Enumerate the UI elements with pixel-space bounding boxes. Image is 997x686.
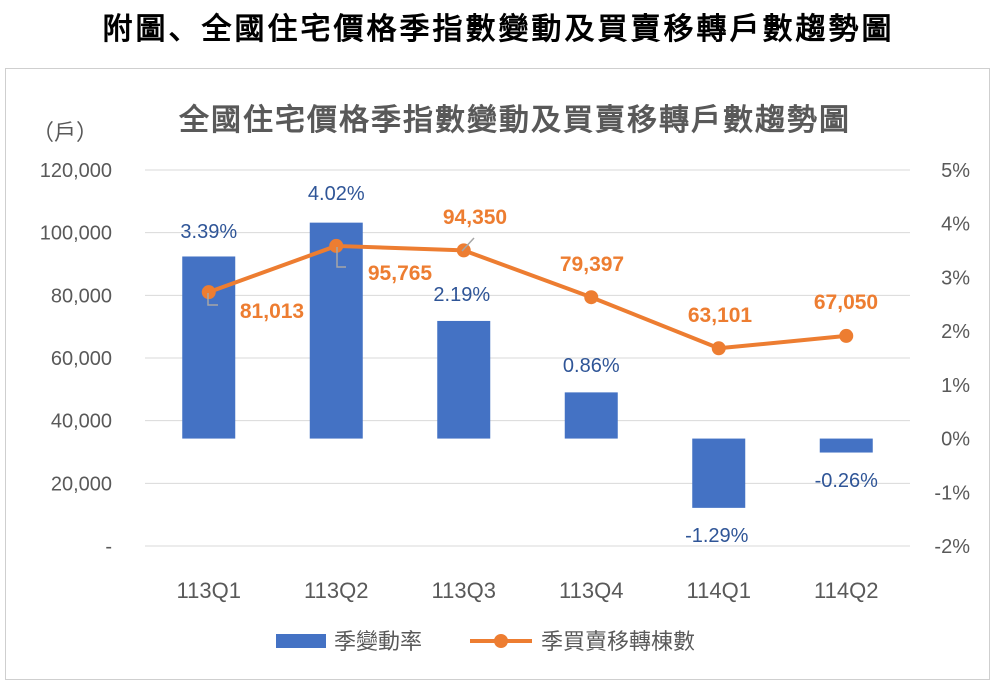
page-title: 附圖、全國住宅價格季指數變動及買賣移轉戶數趨勢圖 [102,12,895,47]
legend-label-bar: 季變動率 [334,629,422,654]
line-point [584,290,599,305]
line-point [839,328,854,343]
right-tick-label: -2% [934,536,970,558]
left-tick-label: - [105,536,112,558]
left-axis-unit-label: （戶） [32,120,98,145]
category-label: 114Q2 [814,578,878,603]
line-data-label: 81,013 [240,300,304,323]
bar-data-label: 2.19% [433,284,490,306]
category-label: 114Q1 [687,578,751,603]
category-label: 113Q3 [432,578,496,603]
chart-title: 全國住宅價格季指數變動及買賣移轉戶數趨勢圖 [178,103,851,137]
left-tick-label: 80,000 [51,285,112,307]
left-tick-label: 40,000 [51,411,112,433]
legend-label-line: 季買賣移轉棟數 [541,629,695,654]
right-tick-label: 3% [941,267,970,289]
left-tick-label: 100,000 [40,223,112,245]
legend-swatch-bar [276,634,326,648]
bar-data-label: 3.39% [180,221,237,243]
line-series-path [208,243,847,351]
line-point [329,238,344,253]
right-tick-label: -1% [934,482,970,504]
category-labels: 113Q1 113Q2 113Q3 113Q4 114Q1 114Q2 [177,578,879,603]
leader-line [207,293,218,306]
leader-line [336,247,346,268]
bar [819,438,873,453]
line-data-label: 67,050 [814,291,878,314]
category-label: 113Q2 [304,578,368,603]
leader-line [461,237,475,252]
line-point [711,341,726,356]
bar-data-label: -0.26% [815,470,879,492]
legend-swatch-marker [494,634,508,648]
line-data-label: 95,765 [368,262,433,285]
line-point [201,285,216,300]
category-label: 113Q4 [559,578,623,603]
right-tick-label: 2% [941,321,970,343]
left-tick-label: 20,000 [51,473,112,495]
line-data-label: 79,397 [560,253,624,276]
gridlines [145,169,910,547]
bar-data-label: 0.86% [563,355,620,377]
legend: 季變動率 季買賣移轉棟數 [276,629,695,654]
right-tick-label: 1% [941,375,970,397]
right-tick-label: 5% [941,160,970,182]
bar [437,320,491,439]
bar [692,438,746,508]
bar-data-labels: 3.39% 4.02% 2.19% 0.86% -1.29% -0.26% [180,183,878,547]
bar [564,392,618,439]
line-data-labels: 81,013 95,765 94,350 79,397 63,101 67,050 [207,206,878,327]
line-data-label: 94,350 [443,206,507,229]
line-series [201,238,854,356]
line-data-label: 63,101 [688,304,753,327]
left-axis-ticks: - 20,000 40,000 60,000 80,000 100,000 120,000 [40,160,112,558]
left-tick-label: 120,000 [40,160,112,182]
category-label: 113Q1 [177,578,241,603]
bar-data-label: 4.02% [308,183,365,205]
right-tick-label: 0% [941,429,970,451]
chart-frame [5,68,990,680]
right-tick-label: 4% [941,214,970,236]
left-tick-label: 60,000 [51,348,112,370]
right-axis-ticks: -2% -1% 0% 1% 2% 3% 4% 5% [934,160,970,558]
line-point [456,243,471,258]
bar-data-label: -1.29% [685,525,749,547]
